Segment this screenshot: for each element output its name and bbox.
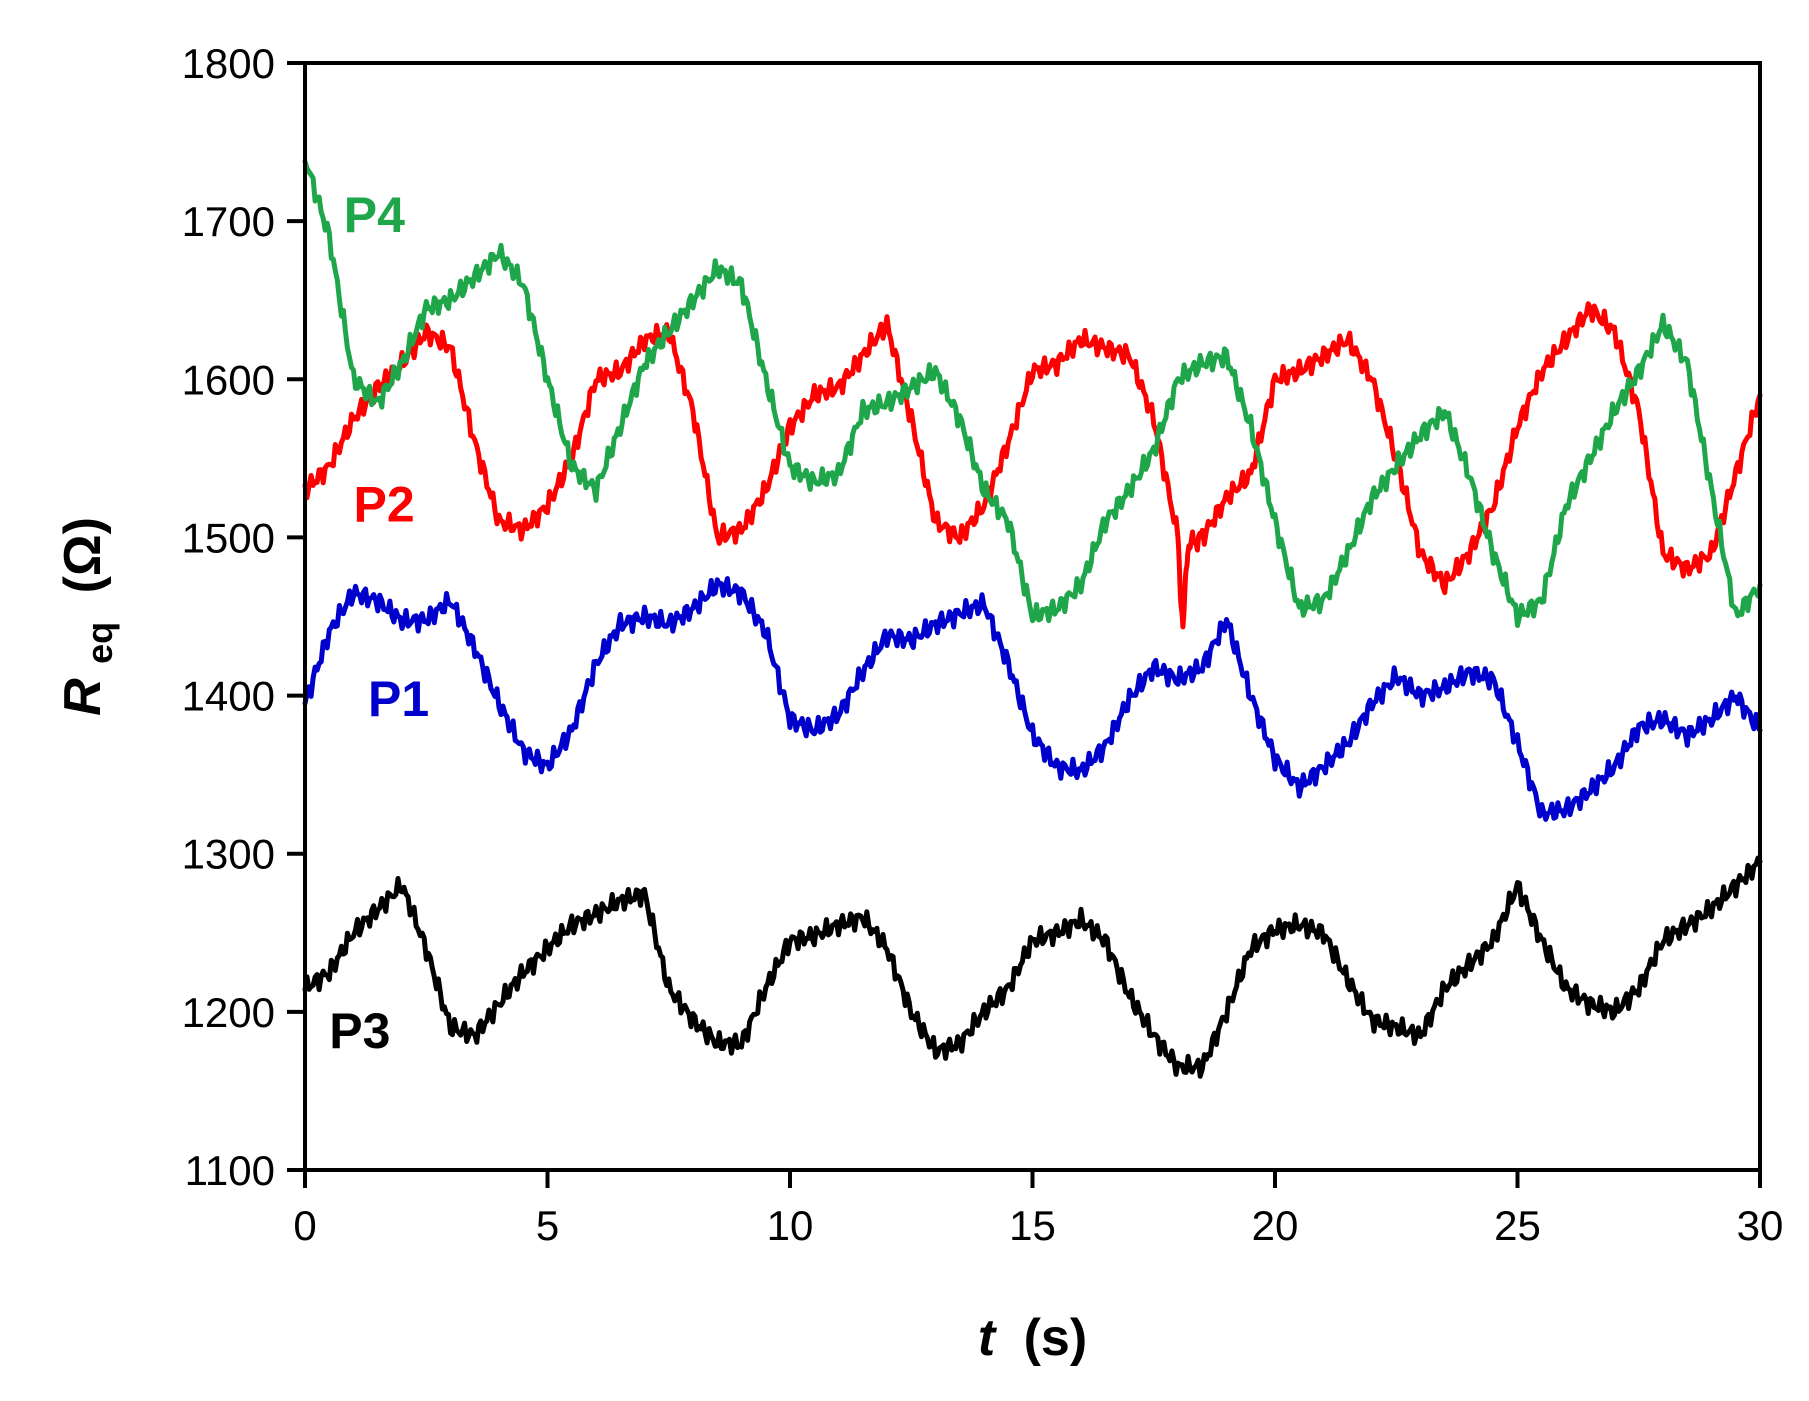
x-tick-label: 20 — [1252, 1202, 1299, 1249]
y-tick-label: 1300 — [182, 831, 275, 878]
series-label-p3: P3 — [329, 1003, 390, 1059]
x-tick-label: 30 — [1737, 1202, 1784, 1249]
y-axis-title: R eq (Ω) — [54, 517, 124, 716]
series-line-p3 — [302, 855, 1763, 1079]
series-label-p1: P1 — [368, 671, 429, 727]
y-tick-label: 1800 — [182, 40, 275, 87]
y-axis-unit: (Ω) — [54, 517, 112, 593]
x-axis-unit: (s) — [1024, 1309, 1088, 1367]
series-line-p1 — [302, 576, 1763, 822]
axis-layer: 1100 1200 1300 1400 1500 1600 1700 1800 0 5 10 15 20… — [182, 40, 1784, 1249]
y-tick-label: 1100 — [185, 1147, 275, 1194]
x-tick-label: 25 — [1494, 1202, 1541, 1249]
y-axis-subscript: eq — [79, 622, 120, 664]
series-label-p4: P4 — [344, 187, 405, 243]
y-tick-label: 1200 — [182, 989, 275, 1036]
x-tick-label: 5 — [536, 1202, 559, 1249]
y-tick-label: 1600 — [182, 356, 275, 403]
x-axis-variable: t — [978, 1309, 998, 1367]
x-tick-label: 10 — [767, 1202, 814, 1249]
y-tick-label: 1700 — [182, 198, 275, 245]
series-label-p2: P2 — [354, 477, 415, 533]
y-axis-variable: R — [54, 678, 112, 716]
x-axis-title: t (s) — [978, 1309, 1087, 1367]
label-layer: P1 P2 P3 P4 — [329, 187, 429, 1059]
series-line-p4 — [302, 159, 1763, 628]
series-layer — [302, 159, 1763, 1079]
x-tick-label: 0 — [293, 1202, 316, 1249]
y-tick-label: 1400 — [182, 673, 275, 720]
x-tick-label: 15 — [1009, 1202, 1056, 1249]
y-tick-label: 1500 — [182, 514, 275, 561]
series-line-p2 — [302, 301, 1763, 630]
